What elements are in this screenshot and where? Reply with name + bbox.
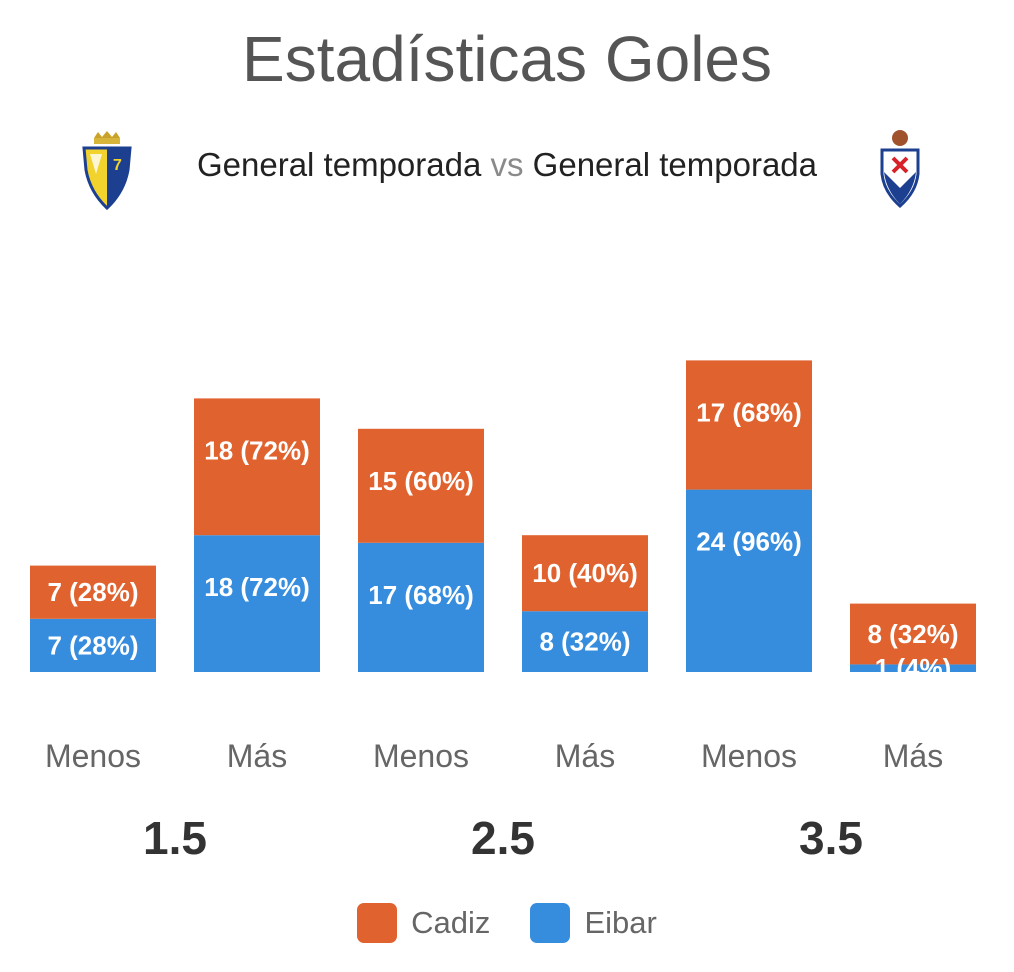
bar-eibar-menos-2.5 bbox=[358, 542, 484, 672]
data-label-cadiz: 8 (32%) bbox=[867, 619, 958, 649]
data-label-cadiz: 10 (40%) bbox=[532, 558, 638, 588]
bar-cadiz-ms-1.5 bbox=[194, 398, 320, 536]
data-label-eibar: 24 (96%) bbox=[696, 527, 802, 557]
data-label-cadiz: 18 (72%) bbox=[204, 435, 310, 465]
category-label: Menos bbox=[701, 738, 797, 774]
bar-eibar-ms-3.5 bbox=[850, 664, 976, 672]
data-label-eibar: 17 (68%) bbox=[368, 580, 474, 610]
bar-eibar-menos-3.5 bbox=[686, 489, 812, 672]
category-label: Más bbox=[227, 738, 287, 774]
data-label-eibar: 18 (72%) bbox=[204, 572, 310, 602]
legend-swatch-eibar bbox=[530, 903, 571, 943]
data-label-eibar: 8 (32%) bbox=[539, 627, 630, 657]
legend-label-cadiz: Cadiz bbox=[411, 905, 491, 940]
left-team-scope: General temporada bbox=[196, 146, 482, 183]
bar-cadiz-menos-1.5 bbox=[30, 565, 156, 619]
eibar-crest-icon bbox=[880, 130, 920, 208]
data-label-cadiz: 17 (68%) bbox=[696, 397, 802, 427]
stacked-bar-chart: 7 (28%) 7 (28%) Menos 18 (72%) 18 (72%) Más 17… bbox=[30, 360, 976, 864]
bar-cadiz-menos-3.5 bbox=[686, 360, 812, 490]
bar-cadiz-ms-3.5 bbox=[850, 603, 976, 665]
threshold-label: 3.5 bbox=[799, 812, 863, 864]
right-team-scope: General temporada bbox=[532, 146, 818, 183]
bar-eibar-ms-2.5 bbox=[522, 611, 648, 672]
chart-title: Estadísticas Goles bbox=[242, 23, 772, 95]
cadiz-crest-icon: 7 bbox=[82, 131, 132, 210]
vs-label: vs bbox=[490, 146, 524, 183]
threshold-label: 2.5 bbox=[471, 812, 535, 864]
legend-label-eibar: Eibar bbox=[584, 905, 657, 940]
data-label-eibar: 7 (28%) bbox=[47, 630, 138, 660]
threshold-label: 1.5 bbox=[143, 812, 207, 864]
comparison-subtitle: General temporada vs General temporada bbox=[0, 146, 1014, 184]
bar-cadiz-menos-2.5 bbox=[358, 428, 484, 543]
category-label: Menos bbox=[373, 738, 469, 774]
data-label-eibar: 1 (4%) bbox=[875, 653, 952, 683]
legend-item-eibar: Eibar bbox=[530, 903, 657, 943]
category-label: Más bbox=[555, 738, 615, 774]
data-label-cadiz: 7 (28%) bbox=[47, 577, 138, 607]
bar-cadiz-ms-2.5 bbox=[522, 535, 648, 612]
legend-item-cadiz: Cadiz bbox=[357, 903, 490, 943]
bar-eibar-menos-1.5 bbox=[30, 618, 156, 672]
legend-swatch-cadiz bbox=[357, 903, 398, 943]
category-label: Más bbox=[883, 738, 943, 774]
svg-text:7: 7 bbox=[113, 157, 122, 174]
legend: Cadiz Eibar bbox=[0, 903, 1014, 943]
category-label: Menos bbox=[45, 738, 141, 774]
bar-eibar-ms-1.5 bbox=[194, 535, 320, 672]
data-label-cadiz: 15 (60%) bbox=[368, 466, 474, 496]
